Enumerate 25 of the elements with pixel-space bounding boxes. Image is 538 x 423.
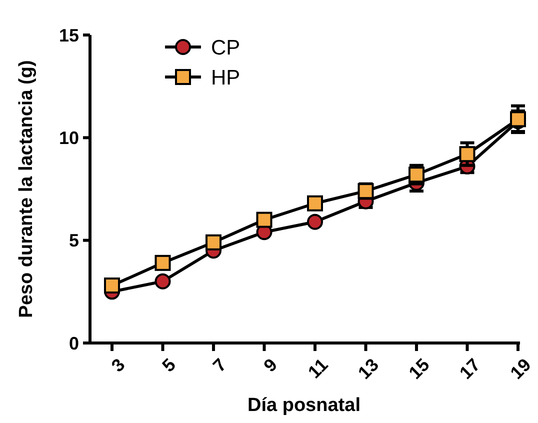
x-tick-label: 9: [260, 354, 281, 376]
x-tick-label: 3: [108, 354, 129, 376]
y-tick-label: 5: [68, 230, 79, 251]
y-tick-label: 0: [68, 333, 79, 354]
x-axis-title: Día posnatal: [248, 395, 360, 416]
point: [256, 212, 272, 228]
x-tick-label: 17: [456, 354, 484, 383]
y-tick-label: 15: [58, 25, 79, 46]
x-tick-label: 5: [158, 354, 180, 376]
x-tick-label: 11: [304, 354, 332, 382]
y-axis-title: Peso durante la lactancia (g): [16, 60, 37, 318]
point: [307, 214, 323, 230]
x-tick-label: 7: [209, 354, 230, 376]
point: [154, 254, 171, 271]
legend-label: HP: [211, 66, 240, 90]
y-tick-label: 10: [58, 128, 79, 148]
point: [307, 195, 323, 212]
x-tick-label: 13: [354, 354, 382, 383]
point: [459, 146, 476, 162]
x-tick-label: 19: [506, 354, 535, 383]
point: [206, 234, 222, 250]
x-tick-label: 15: [404, 354, 434, 383]
legend-label: CP: [211, 36, 240, 60]
point: [154, 273, 171, 290]
point: [104, 278, 120, 294]
